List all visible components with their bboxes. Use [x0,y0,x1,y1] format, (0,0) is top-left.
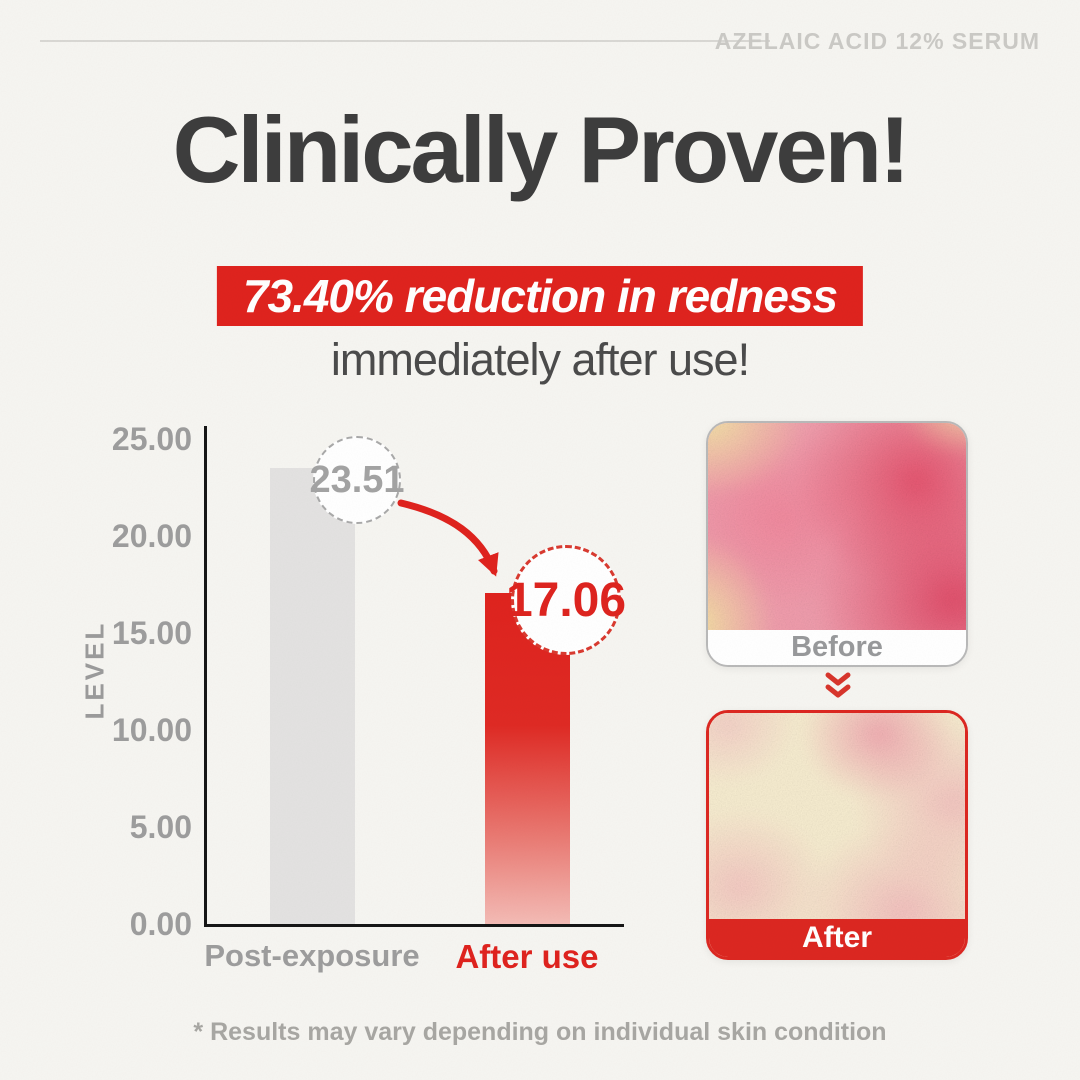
value-label-after-use: 17.06 [505,573,627,627]
value-bubble-after-use: 17.06 [506,545,626,655]
value-label-post-exposure: 23.51 [309,458,405,501]
after-label: After [709,919,965,957]
y-tick-label: 20.00 [111,518,192,554]
y-axis-line [204,426,207,927]
double-chevron-down-icon [825,672,851,698]
before-image-card: Before [706,421,968,667]
disclaimer-footnote: * Results may vary depending on individu… [193,1018,887,1046]
y-tick-label: 5.00 [129,809,192,845]
product-name-label: AZELAIC ACID 12% SERUM [714,28,1040,54]
y-tick-label: 10.00 [111,712,192,748]
x-axis-line [204,924,624,927]
before-skin-image [708,423,966,632]
y-tick-label: 0.00 [129,906,192,942]
subheadline: immediately after use! [330,334,750,385]
bar-post-exposure [270,468,355,924]
before-skin-grain [708,423,966,632]
before-label: Before [708,630,966,665]
after-image-card: After [706,710,968,960]
category-label-post-exposure: Post-exposure [204,938,420,973]
after-skin-image [709,713,965,919]
y-tick-label: 25.00 [111,421,192,457]
y-tick-label: 15.00 [111,615,192,651]
after-skin-grain [709,713,965,919]
value-bubble-post-exposure: 23.51 [309,436,405,524]
highlight-banner: 73.40% reduction in redness [216,266,864,326]
header-divider-line [40,40,770,42]
banner-text: 73.40% reduction in redness [242,270,838,322]
category-label-after-use: After use [455,938,599,975]
page-title: Clinically Proven! [172,97,911,202]
